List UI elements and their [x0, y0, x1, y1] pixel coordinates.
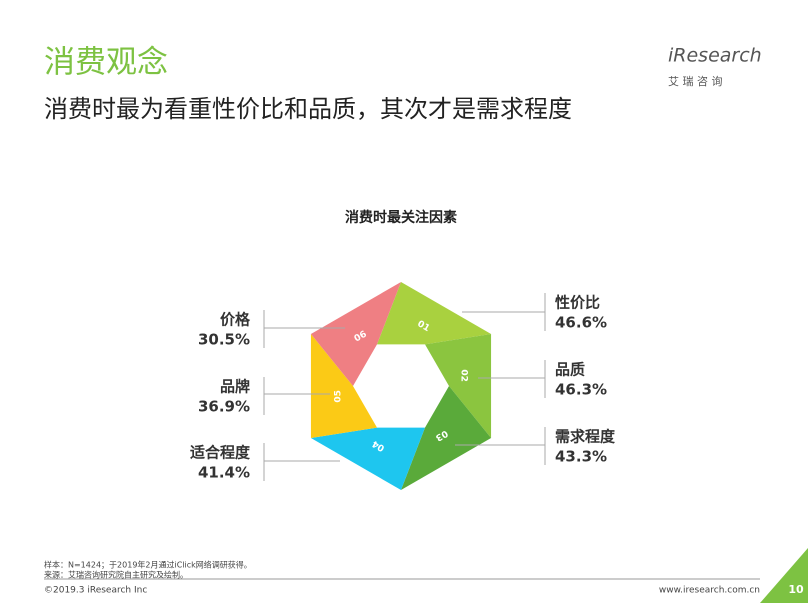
factor-value: 43.3% — [555, 448, 607, 466]
factor-label: 品质 — [555, 361, 585, 379]
source-note: 来源：艾瑞咨询研究院自主研究及绘制。 — [44, 570, 188, 580]
corner — [760, 548, 808, 603]
factor-value: 46.3% — [555, 381, 607, 399]
factor-value: 36.9% — [198, 398, 250, 416]
segment — [310, 282, 401, 386]
factor-value: 30.5% — [198, 331, 250, 349]
factor-value: 46.6% — [555, 314, 607, 332]
segment — [310, 427, 425, 490]
copyright: ©2019.3 iResearch Inc — [44, 586, 147, 596]
sample-note: 样本：N=1424；于2019年2月通过iClick网络调研获得。 — [44, 560, 252, 570]
title: 消费观念 — [44, 45, 168, 81]
factor-label: 品牌 — [220, 378, 250, 396]
segment-number: 05 — [333, 390, 343, 403]
segment-number: 02 — [459, 369, 469, 382]
logo: iResearch — [668, 45, 762, 67]
factor-label: 需求程度 — [555, 428, 616, 446]
segment — [401, 386, 492, 490]
factor-label: 价格 — [220, 311, 251, 329]
segment — [377, 282, 492, 345]
website: www.iresearch.com.cn — [659, 586, 760, 596]
logo-sub: 艾 瑞 咨 询 — [668, 74, 723, 88]
factor-label: 性价比 — [555, 294, 600, 312]
chart-title: 消费时最关注因素 — [345, 209, 457, 226]
subtitle: 消费时最为看重性价比和品质，其次才是需求程度 — [44, 95, 572, 123]
segment — [310, 334, 377, 438]
factor-label: 适合程度 — [190, 444, 251, 462]
factor-value: 41.4% — [198, 464, 250, 482]
page-number: 10 — [788, 583, 804, 596]
segment — [425, 334, 492, 438]
